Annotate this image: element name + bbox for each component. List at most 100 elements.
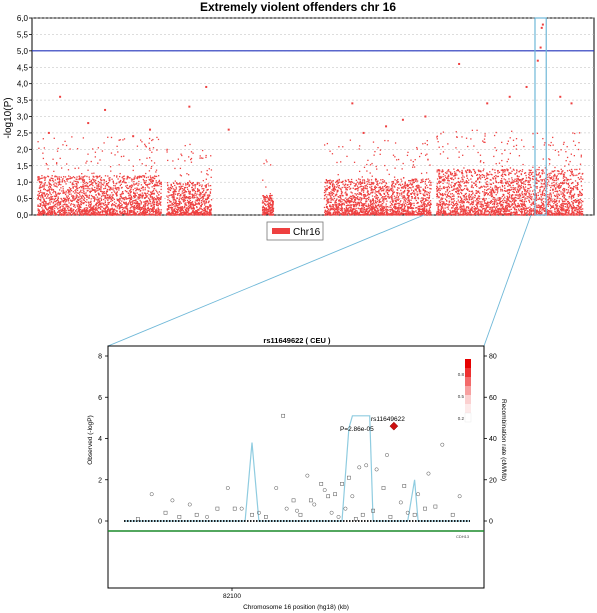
manhattan-point <box>57 202 59 204</box>
manhattan-point <box>174 167 176 170</box>
manhattan-point <box>94 198 96 201</box>
manhattan-point <box>391 209 393 212</box>
manhattan-point <box>263 162 265 165</box>
manhattan-point <box>549 197 551 200</box>
manhattan-point <box>118 203 120 205</box>
manhattan-point <box>145 202 147 204</box>
manhattan-point <box>414 159 416 161</box>
manhattan-point <box>150 165 153 168</box>
manhattan-point <box>372 205 374 208</box>
manhattan-point <box>324 186 326 188</box>
manhattan-point <box>157 199 160 201</box>
manhattan-point <box>407 203 410 206</box>
manhattan-point <box>63 180 66 182</box>
manhattan-point <box>107 203 109 205</box>
manhattan-point <box>192 206 194 209</box>
manhattan-point <box>406 212 408 214</box>
manhattan-point <box>62 214 65 216</box>
manhattan-point <box>60 184 62 186</box>
manhattan-point <box>54 179 57 181</box>
manhattan-point <box>86 208 88 210</box>
manhattan-point <box>69 204 72 206</box>
manhattan-point <box>263 203 266 205</box>
manhattan-point <box>158 197 160 199</box>
manhattan-point <box>59 201 62 203</box>
manhattan-point <box>79 213 81 215</box>
manhattan-point <box>345 208 347 211</box>
manhattan-point <box>188 184 191 186</box>
manhattan-point <box>142 175 144 177</box>
manhattan-point <box>138 213 141 216</box>
manhattan-point <box>140 208 142 211</box>
manhattan-point <box>425 199 428 201</box>
manhattan-point <box>343 211 346 213</box>
manhattan-point <box>173 191 175 193</box>
manhattan-point <box>184 208 187 211</box>
manhattan-point <box>345 201 347 204</box>
manhattan-point <box>47 194 50 196</box>
manhattan-point <box>417 212 419 214</box>
manhattan-point <box>367 211 369 213</box>
manhattan-point <box>334 208 336 210</box>
manhattan-point <box>409 193 412 195</box>
manhattan-point <box>388 196 390 198</box>
manhattan-point <box>403 210 405 213</box>
manhattan-point <box>103 188 105 190</box>
manhattan-point <box>426 212 428 215</box>
manhattan-point <box>169 194 171 196</box>
manhattan-point <box>83 190 85 193</box>
manhattan-point <box>176 209 179 212</box>
manhattan-point <box>403 185 405 187</box>
manhattan-point <box>59 180 61 183</box>
manhattan-point <box>127 176 129 178</box>
manhattan-point <box>401 168 403 170</box>
manhattan-point <box>113 214 115 216</box>
manhattan-point <box>42 205 44 207</box>
manhattan-point <box>266 161 268 163</box>
manhattan-point <box>62 197 65 199</box>
manhattan-point <box>39 185 41 187</box>
manhattan-point <box>394 142 397 144</box>
manhattan-point <box>325 188 327 190</box>
manhattan-point <box>383 212 385 214</box>
manhattan-point <box>131 213 134 216</box>
manhattan-point <box>377 146 379 149</box>
manhattan-point <box>205 156 207 159</box>
manhattan-point <box>366 181 368 183</box>
manhattan-point <box>200 205 202 208</box>
manhattan-point <box>202 210 204 212</box>
manhattan-point <box>208 206 210 208</box>
manhattan-point <box>394 208 396 210</box>
manhattan-point <box>424 154 427 156</box>
manhattan-point <box>401 212 403 215</box>
manhattan-point <box>129 212 131 214</box>
manhattan-point <box>91 211 93 214</box>
manhattan-point <box>62 144 64 146</box>
manhattan-point <box>375 193 377 196</box>
manhattan-point <box>182 211 184 214</box>
manhattan-point <box>374 186 376 188</box>
manhattan-point <box>365 187 367 190</box>
manhattan-point <box>45 200 47 203</box>
manhattan-point <box>42 204 44 206</box>
manhattan-point <box>409 180 412 182</box>
manhattan-point <box>111 178 113 180</box>
manhattan-point <box>483 193 485 195</box>
manhattan-point <box>451 193 454 195</box>
manhattan-point <box>262 202 264 204</box>
manhattan-point <box>379 192 381 195</box>
manhattan-point <box>421 181 423 183</box>
manhattan-point <box>361 194 363 196</box>
manhattan-point <box>369 183 372 186</box>
manhattan-point <box>418 185 420 187</box>
manhattan-point <box>105 211 107 213</box>
manhattan-point <box>348 197 350 199</box>
manhattan-point <box>421 213 423 216</box>
manhattan-point <box>411 208 413 210</box>
manhattan-point <box>99 188 101 191</box>
manhattan-point <box>69 213 72 216</box>
manhattan-point <box>191 203 194 206</box>
manhattan-point <box>127 197 129 200</box>
manhattan-point <box>43 177 45 179</box>
manhattan-point <box>88 184 91 187</box>
